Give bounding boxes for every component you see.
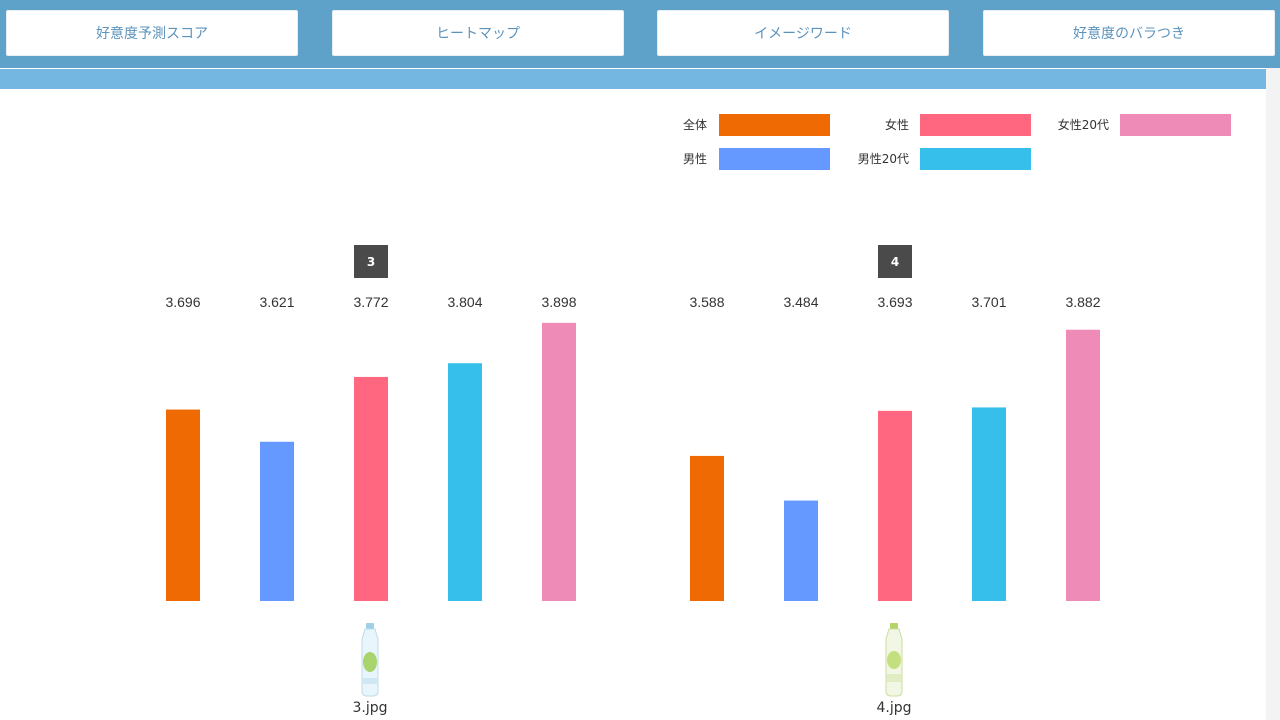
tab-favorability-score[interactable]: 好意度予測スコア xyxy=(6,10,298,56)
value-label-4-4: 3.701 xyxy=(971,294,1006,310)
value-label-3-5: 3.898 xyxy=(541,294,576,310)
image-filename-4: 4.jpg xyxy=(876,700,912,716)
bar-4-3[interactable] xyxy=(878,410,912,601)
bar-4-2[interactable] xyxy=(784,500,818,601)
value-label-4-3: 3.693 xyxy=(877,294,912,310)
legend-label-all: 全体 xyxy=(682,118,707,132)
legend-swatch-all xyxy=(719,114,830,136)
value-label-4-5: 3.882 xyxy=(1065,294,1100,310)
bar-3-1[interactable] xyxy=(166,409,200,601)
legend-swatch-male-20s xyxy=(920,148,1031,170)
bar-4-5[interactable] xyxy=(1066,329,1100,601)
top-tab-bar: 好意度予測スコア ヒートマップ イメージワード 好意度のバラつき xyxy=(0,0,1280,68)
value-label-3-3: 3.772 xyxy=(353,294,388,310)
value-label-4-2: 3.484 xyxy=(783,294,818,310)
value-label-4-1: 3.588 xyxy=(689,294,724,310)
group-badge-label-4: 4 xyxy=(891,255,899,269)
tab-image-word[interactable]: イメージワード xyxy=(657,10,949,56)
image-filename-3: 3.jpg xyxy=(352,700,388,716)
bottle-thumbnail-4 xyxy=(885,623,903,697)
bar-3-5[interactable] xyxy=(542,322,576,601)
legend-label-female-20s: 女性20代 xyxy=(1057,118,1109,132)
legend-label-male: 男性 xyxy=(682,152,707,166)
bar-3-4[interactable] xyxy=(448,363,482,601)
group-badge-4 xyxy=(878,245,912,278)
value-label-3-2: 3.621 xyxy=(259,294,294,310)
legend-label-male-20s: 男性20代 xyxy=(857,152,909,166)
group-badge-label-3: 3 xyxy=(367,255,375,269)
section-header-bar xyxy=(0,69,1266,89)
vertical-scrollbar[interactable] xyxy=(1266,68,1280,720)
bar-4-1[interactable] xyxy=(690,455,724,601)
legend-swatch-male xyxy=(719,148,830,170)
bar-3-2[interactable] xyxy=(260,441,294,601)
value-label-3-1: 3.696 xyxy=(165,294,200,310)
tab-favorability-variance[interactable]: 好意度のバラつき xyxy=(983,10,1275,56)
value-label-3-4: 3.804 xyxy=(447,294,482,310)
group-badge-3 xyxy=(354,245,388,278)
tab-heatmap[interactable]: ヒートマップ xyxy=(332,10,624,56)
bar-3-3[interactable] xyxy=(354,376,388,601)
bar-4-4[interactable] xyxy=(972,407,1006,601)
bottle-thumbnail-3 xyxy=(361,623,379,697)
legend-swatch-female-20s xyxy=(1120,114,1231,136)
legend-swatch-female xyxy=(920,114,1031,136)
legend-label-female: 女性 xyxy=(884,118,909,132)
